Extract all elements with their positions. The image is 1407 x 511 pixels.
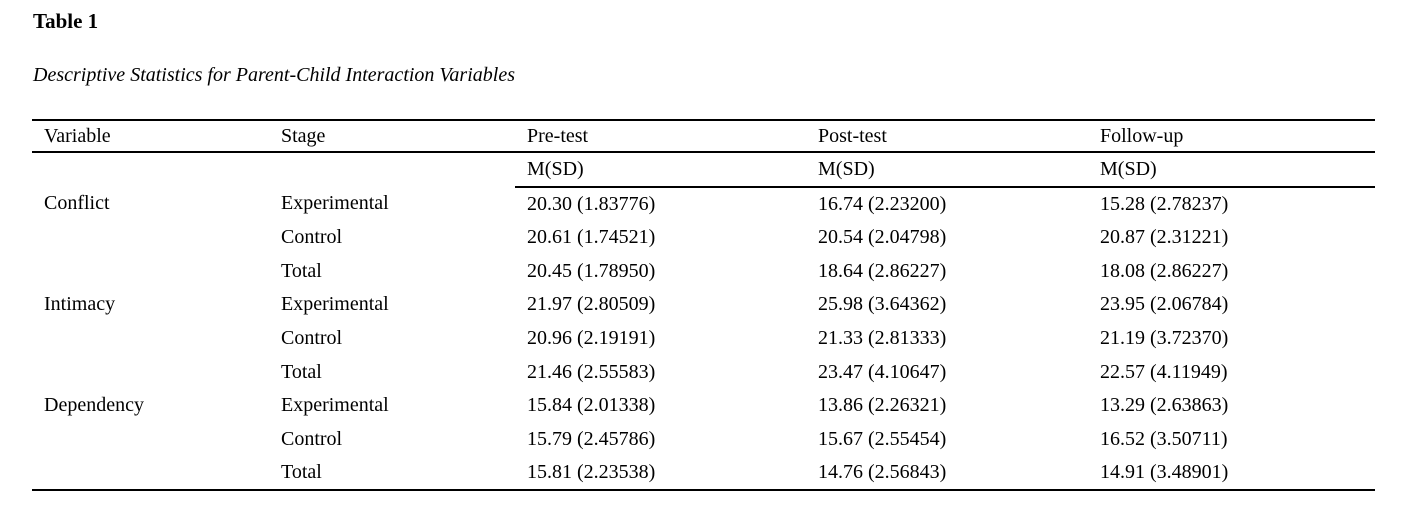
cell-stage: Total xyxy=(269,456,515,492)
cell-posttest: 23.47 (4.10647) xyxy=(818,360,947,383)
cell-posttest: 25.98 (3.64362) xyxy=(818,293,947,316)
table-row: Total 21.46 (2.55583) 23.47 (4.10647) 22.57… xyxy=(32,355,1375,389)
table-row: Dependency Experimental 15.84 (2.01338) 13.… xyxy=(32,389,1375,423)
document-page: Table 1 Descriptive Statistics for Paren… xyxy=(32,9,1375,492)
cell-stage: Total xyxy=(281,259,322,282)
subheader-followup-msd: M(SD) xyxy=(1088,152,1375,188)
table-row: Control 20.96 (2.19191) 21.33 (2.81333) 21.… xyxy=(32,322,1375,356)
cell-pretest: 15.79 (2.45786) xyxy=(527,428,656,451)
cell-followup: 22.57 (4.11949) xyxy=(1100,360,1228,383)
cell-posttest: 18.64 (2.86227) xyxy=(818,259,947,282)
cell-posttest: 21.33 (2.81333) xyxy=(818,327,947,350)
table-row: Total 20.45 (1.78950) 18.64 (2.86227) 18.08… xyxy=(32,254,1375,288)
table-body: Conflict Experimental 20.30 (1.83776) 16.74… xyxy=(32,187,1375,492)
cell-followup: 15.28 (2.78237) xyxy=(1100,192,1229,215)
descriptive-statistics-table: Variable Stage Pre-test Post-test Follow… xyxy=(32,119,1375,492)
cell-followup: 18.08 (2.86227) xyxy=(1100,259,1229,282)
cell-variable xyxy=(32,322,269,356)
cell-variable xyxy=(32,355,269,389)
cell-posttest: 16.74 (2.23200) xyxy=(818,192,947,215)
cell-pretest: 20.96 (2.19191) xyxy=(527,327,656,350)
cell-followup: 16.52 (3.50711) xyxy=(1100,428,1228,451)
cell-followup: 23.95 (2.06784) xyxy=(1100,293,1229,316)
cell-variable: Dependency xyxy=(44,394,144,417)
cell-followup: 21.19 (3.72370) xyxy=(1100,327,1229,350)
cell-variable xyxy=(32,423,269,457)
cell-pretest: 21.46 (2.55583) xyxy=(527,360,656,383)
table-caption: Descriptive Statistics for Parent-Child … xyxy=(33,64,515,86)
cell-stage: Total xyxy=(281,360,322,383)
table-row: Intimacy Experimental 21.97 (2.80509) 25.98… xyxy=(32,288,1375,322)
subheader-empty-stage xyxy=(269,152,515,187)
cell-pretest: 21.97 (2.80509) xyxy=(527,293,656,316)
cell-stage: Control xyxy=(281,226,343,249)
cell-variable: Intimacy xyxy=(44,293,116,316)
table-row: Total 15.81 (2.23538) 14.76 (2.56843) 14.91… xyxy=(32,456,1375,492)
cell-stage: Experimental xyxy=(281,192,389,215)
column-header-followup: Follow-up xyxy=(1088,119,1375,153)
cell-posttest: 15.67 (2.55454) xyxy=(818,428,947,451)
cell-variable xyxy=(32,221,269,255)
cell-pretest: 15.84 (2.01338) xyxy=(527,394,656,417)
table-row: Control 15.79 (2.45786) 15.67 (2.55454) 16.… xyxy=(32,423,1375,457)
cell-pretest: 15.81 (2.23538) xyxy=(515,456,806,492)
subheader-pretest-msd: M(SD) xyxy=(515,152,806,188)
table-row: Conflict Experimental 20.30 (1.83776) 16.74… xyxy=(32,187,1375,221)
table-header: Variable Stage Pre-test Post-test Follow… xyxy=(32,119,1375,188)
cell-pretest: 20.30 (1.83776) xyxy=(527,192,656,215)
column-header-posttest: Post-test xyxy=(806,119,1088,153)
subheader-row: M(SD) M(SD) M(SD) xyxy=(32,152,1375,188)
cell-variable xyxy=(32,456,269,492)
cell-posttest: 13.86 (2.26321) xyxy=(818,394,947,417)
table-row: Control 20.61 (1.74521) 20.54 (2.04798) 20.… xyxy=(32,221,1375,255)
column-header-pretest: Pre-test xyxy=(515,119,806,153)
cell-stage: Experimental xyxy=(281,293,389,316)
subheader-posttest-msd: M(SD) xyxy=(806,152,1088,188)
cell-followup: 13.29 (2.63863) xyxy=(1100,394,1229,417)
cell-posttest: 14.76 (2.56843) xyxy=(806,456,1088,492)
cell-pretest: 20.45 (1.78950) xyxy=(527,259,656,282)
cell-stage: Experimental xyxy=(281,394,389,417)
table-number: Table 1 xyxy=(33,9,99,33)
cell-pretest: 20.61 (1.74521) xyxy=(527,226,656,249)
cell-variable xyxy=(32,254,269,288)
cell-followup: 20.87 (2.31221) xyxy=(1100,226,1229,249)
cell-stage: Control xyxy=(281,428,343,451)
column-header-stage: Stage xyxy=(269,119,515,153)
cell-posttest: 20.54 (2.04798) xyxy=(818,226,947,249)
cell-stage: Control xyxy=(281,327,343,350)
cell-followup: 14.91 (3.48901) xyxy=(1088,456,1375,492)
header-row: Variable Stage Pre-test Post-test Follow… xyxy=(32,119,1375,153)
column-header-variable: Variable xyxy=(32,119,269,153)
cell-variable: Conflict xyxy=(44,192,110,215)
subheader-empty-variable xyxy=(32,152,269,187)
